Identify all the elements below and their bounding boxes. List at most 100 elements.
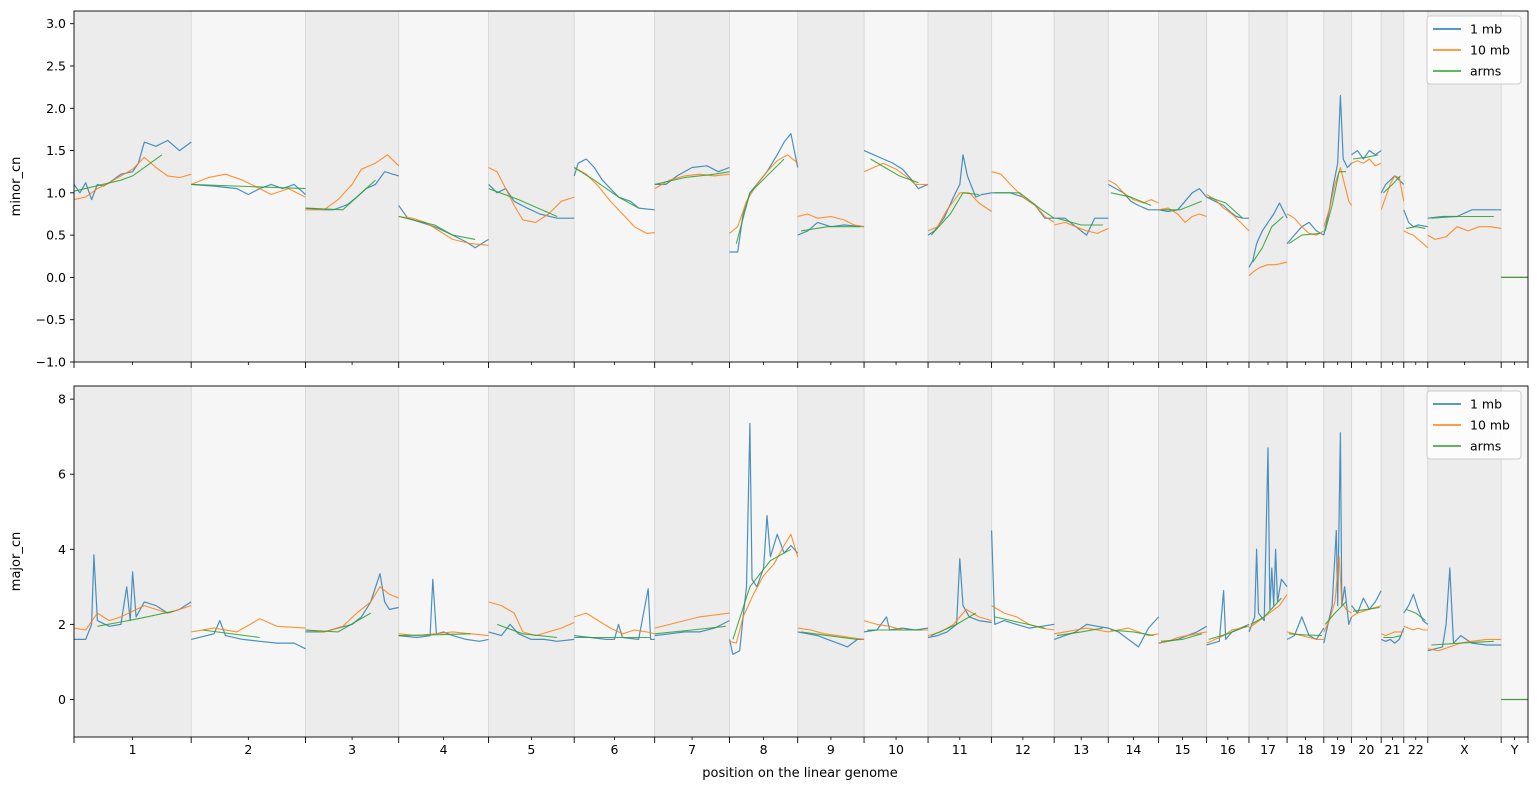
chromosome-band-15 — [1158, 11, 1207, 362]
chromosome-band-1 — [74, 11, 192, 362]
series-line-arms-chr21 — [1383, 635, 1402, 639]
chromosome-band-1 — [74, 386, 192, 737]
series-line-10-mb-chr7 — [654, 612, 730, 629]
y-tick-label: 3.0 — [46, 16, 66, 31]
series-line-10-mb-chrX — [1427, 226, 1502, 240]
series-line-10-mb-chr22 — [1403, 230, 1429, 249]
x-tick-label-chr9: 9 — [827, 742, 835, 757]
series-line-arms-chr11 — [930, 192, 979, 236]
series-line-10-mb-chr5 — [488, 167, 575, 223]
chromosome-band-20 — [1351, 11, 1382, 362]
x-tick-label-chr13: 13 — [1073, 742, 1089, 757]
series-line-arms-chr13 — [1056, 217, 1103, 226]
x-tick-label-chr5: 5 — [527, 742, 535, 757]
chromosome-band-16 — [1206, 386, 1249, 737]
legend-label-10-mb: 10 mb — [1470, 43, 1510, 58]
series-line-arms-chr17 — [1252, 216, 1284, 263]
series-line-10-mb-chr12 — [991, 171, 1055, 223]
series-line-arms-chr3 — [305, 179, 376, 211]
series-line-1-mb-chr13 — [1054, 623, 1109, 640]
chromosome-band-15 — [1158, 386, 1207, 737]
series-line-arms-chr10 — [870, 158, 919, 184]
series-line-1-mb-chr2 — [191, 619, 306, 650]
x-tick-label-chr22: 22 — [1408, 742, 1424, 757]
series-line-1-mb-chrX — [1427, 567, 1502, 652]
chromosome-band-4 — [398, 386, 489, 737]
y-axis-label: minor_cn — [9, 157, 24, 217]
series-line-arms-chr14 — [1110, 629, 1154, 637]
x-tick-label-chr1: 1 — [129, 742, 137, 757]
series-line-arms-chr18 — [1288, 633, 1322, 637]
series-line-1-mb-chr15 — [1158, 188, 1208, 213]
series-line-1-mb-chr20 — [1351, 150, 1382, 160]
series-line-arms-chr7 — [654, 171, 730, 185]
chromosome-band-14 — [1108, 386, 1159, 737]
series-line-10-mb-chr9 — [797, 213, 865, 228]
series-line-1-mb-chr18 — [1286, 221, 1325, 244]
series-line-1-mb-chr13 — [1054, 217, 1109, 236]
series-line-arms-chr20 — [1352, 606, 1380, 612]
series-line-arms-chr17 — [1250, 597, 1282, 625]
chromosome-band-18 — [1287, 386, 1324, 737]
series-line-arms-chr16 — [1208, 196, 1243, 219]
x-tick-label-chr2: 2 — [244, 742, 252, 757]
x-tick-label-chrX: X — [1460, 742, 1469, 757]
chromosome-band-19 — [1323, 386, 1352, 737]
series-line-10-mb-chr13 — [1054, 627, 1109, 635]
series-line-arms-chr7 — [654, 625, 726, 635]
series-line-arms-chrX — [1431, 215, 1494, 219]
axes-frame — [73, 385, 1529, 738]
series-line-10-mb-chr5 — [488, 601, 575, 637]
chromosome-band-3 — [305, 11, 399, 362]
series-line-10-mb-chr1 — [73, 156, 192, 201]
series-line-10-mb-chr4 — [398, 215, 489, 246]
series-line-10-mb-chr19 — [1323, 166, 1352, 227]
series-line-10-mb-chr18 — [1286, 213, 1325, 236]
legend-label-arms: arms — [1470, 439, 1501, 454]
series-line-10-mb-chr20 — [1351, 605, 1382, 618]
y-tick-label: 2.0 — [46, 101, 66, 116]
series-line-arms-chr11 — [930, 612, 976, 637]
chromosome-band-6 — [574, 386, 655, 737]
minor-cn-panel: −1.0 −0.5 0.0 0.5 1.0 1.5 2.0 2.5 3.0 minor_cn 1 m… — [9, 10, 1529, 370]
x-tick-label-chr8: 8 — [760, 742, 768, 757]
legend-box — [1426, 390, 1522, 460]
legend-label-10-mb: 10 mb — [1470, 418, 1510, 433]
series-line-1-mb-chr18 — [1286, 616, 1325, 641]
series-line-arms-chr2 — [202, 629, 260, 639]
x-tick-label-chr18: 18 — [1297, 742, 1313, 757]
series-line-arms-chr9 — [800, 226, 861, 232]
chromosome-band-8 — [729, 11, 798, 362]
y-tick-label: 2 — [58, 617, 66, 632]
series-line-10-mb-chr8 — [729, 154, 799, 234]
legend-label-arms: arms — [1470, 64, 1501, 79]
series-line-1-mb-chr21 — [1380, 627, 1405, 644]
series-line-10-mb-chr21 — [1380, 175, 1405, 210]
series-line-1-mb-chr5 — [488, 623, 575, 642]
y-tick-label: 0 — [58, 692, 66, 707]
series-line-10-mb-chr20 — [1351, 158, 1382, 167]
series-line-10-mb-chr22 — [1403, 625, 1428, 631]
series-line-arms-chr3 — [305, 612, 371, 633]
y-tick-label: 0.0 — [46, 270, 66, 285]
chromosome-band-20 — [1351, 386, 1382, 737]
y-axis-label: major_cn — [9, 532, 24, 591]
chromosome-band-12 — [991, 11, 1055, 362]
series-line-10-mb-chr14 — [1108, 179, 1159, 204]
x-tick-label-chr21: 21 — [1385, 742, 1401, 757]
series-line-arms-chrX — [1431, 640, 1494, 646]
series-line-10-mb-chr17 — [1248, 593, 1288, 629]
chromosome-band-12 — [991, 386, 1055, 737]
series-line-10-mb-chr17 — [1248, 261, 1288, 277]
chromosome-band-10 — [864, 386, 929, 737]
chromosome-band-7 — [654, 386, 730, 737]
series-line-10-mb-chr8 — [729, 533, 799, 644]
chromosome-band-17 — [1248, 11, 1288, 362]
series-line-10-mb-chr13 — [1054, 221, 1109, 234]
chromosome-band-13 — [1054, 386, 1109, 737]
x-tick-label-chr3: 3 — [348, 742, 356, 757]
y-tick-label: 8 — [58, 392, 66, 407]
series-line-arms-chr22 — [1406, 608, 1426, 622]
